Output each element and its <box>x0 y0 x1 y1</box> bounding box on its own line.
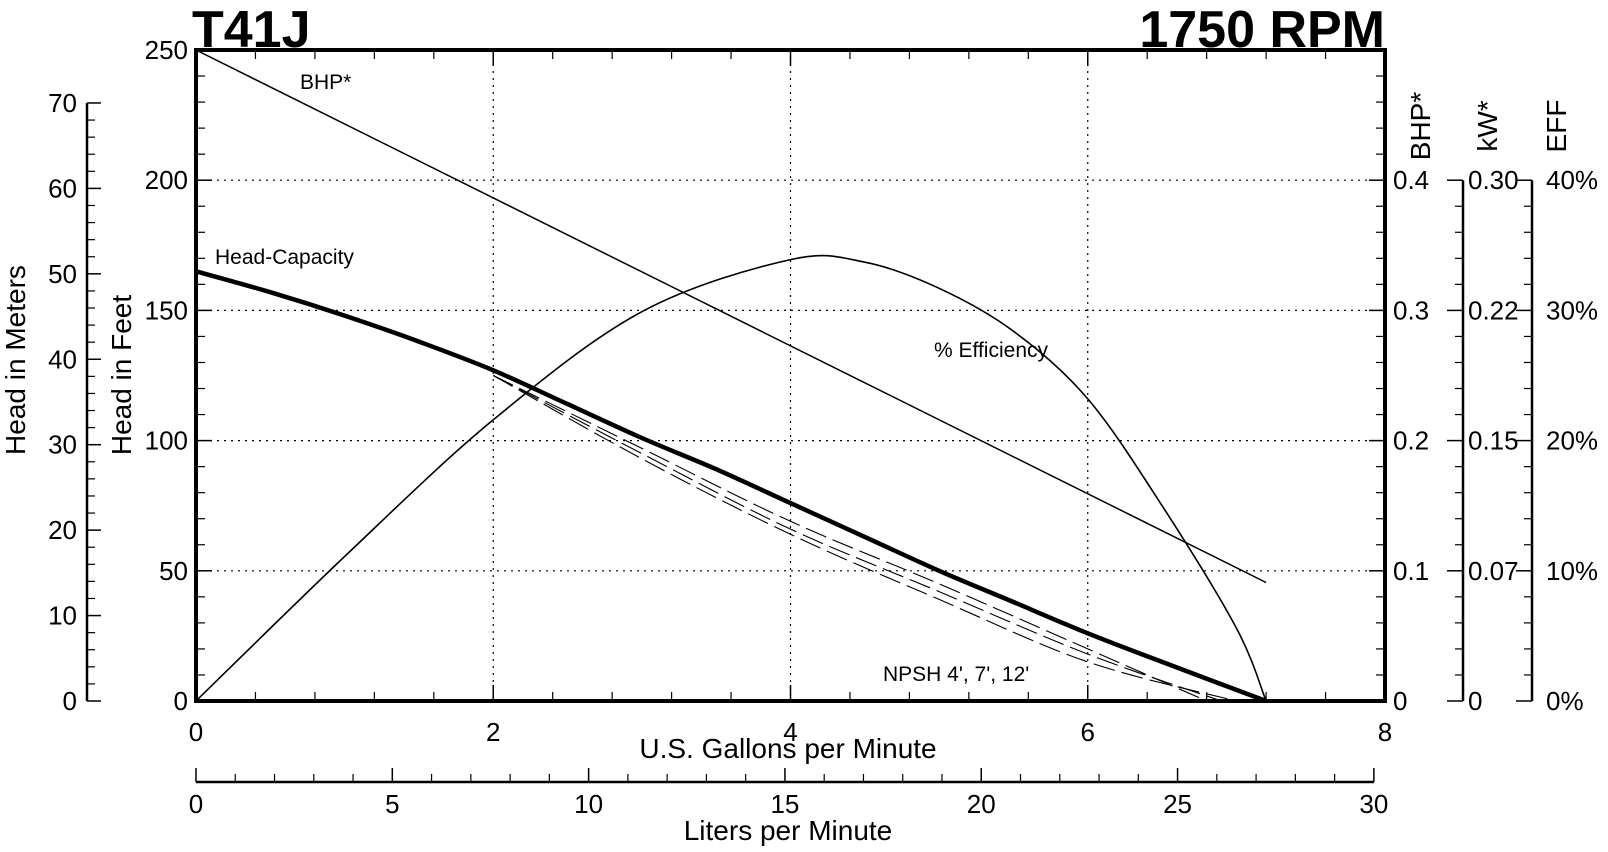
kw-axis-title: kW* <box>1472 100 1503 151</box>
y-tick-label: 100 <box>145 426 188 456</box>
y-tick-label: 0 <box>174 686 188 716</box>
eff-tick-label: 40% <box>1546 165 1598 195</box>
npsh-curve <box>493 375 1207 702</box>
lpm-axis-title: Liters per Minute <box>684 815 893 846</box>
lpm-tick-label: 10 <box>574 789 603 819</box>
x-tick-label: 4 <box>783 717 797 747</box>
head-capacity-curve-label: Head-Capacity <box>215 246 354 269</box>
bhp-curve-label: BHP* <box>300 71 351 94</box>
lpm-tick-label: 15 <box>770 789 799 819</box>
eff-tick-label: 0% <box>1546 686 1584 716</box>
lpm-tick-label: 5 <box>385 789 399 819</box>
y-tick-label: 50 <box>159 556 188 586</box>
meters-axis-title: Head in Meters <box>0 265 31 455</box>
bhp-tick-label: 0.4 <box>1393 165 1429 195</box>
bhp-tick-label: 0.1 <box>1393 556 1429 586</box>
meters-tick-label: 0 <box>63 686 77 716</box>
kw-tick-label: 0.07 <box>1468 556 1519 586</box>
y-tick-label: 250 <box>145 35 188 65</box>
bhp-axis-title: BHP* <box>1405 92 1436 161</box>
kw-tick-label: 0.30 <box>1468 165 1519 195</box>
lpm-tick-label: 25 <box>1163 789 1192 819</box>
x-axis-title: U.S. Gallons per Minute <box>639 733 936 764</box>
eff-tick-label: 30% <box>1546 295 1598 325</box>
meters-tick-label: 20 <box>48 515 77 545</box>
eff-tick-label: 20% <box>1546 426 1598 456</box>
head-capacity-curve <box>195 269 1267 704</box>
bhp-tick-label: 0 <box>1393 686 1407 716</box>
kw-tick-label: 0.15 <box>1468 426 1519 456</box>
y-axis-title: Head in Feet <box>106 295 137 456</box>
lpm-tick-label: 20 <box>967 789 996 819</box>
y-tick-label: 150 <box>145 295 188 325</box>
lpm-tick-label: 30 <box>1359 789 1388 819</box>
npsh-curve-label: NPSH 4', 7', 12' <box>883 663 1029 686</box>
npsh-curve <box>493 375 1237 702</box>
meters-tick-label: 30 <box>48 430 77 460</box>
bhp-curve <box>195 49 1267 584</box>
y-tick-label: 200 <box>145 165 188 195</box>
x-tick-label: 6 <box>1081 717 1095 747</box>
efficiency-curve-label: % Efficiency <box>934 339 1048 362</box>
bhp-tick-label: 0.3 <box>1393 295 1429 325</box>
lpm-tick-label: 0 <box>189 789 203 819</box>
bhp-tick-label: 0.2 <box>1393 426 1429 456</box>
meters-tick-label: 60 <box>48 173 77 203</box>
meters-tick-label: 10 <box>48 601 77 631</box>
plot-frame <box>194 48 1387 703</box>
x-tick-label: 8 <box>1378 717 1392 747</box>
curves <box>195 49 1267 704</box>
grid-lines <box>196 50 1385 701</box>
eff-tick-label: 10% <box>1546 556 1598 586</box>
npsh-curve <box>493 375 1222 702</box>
axis-ticks <box>85 49 1534 784</box>
efficiency-curve <box>195 254 1267 702</box>
chart-title: T41J <box>192 1 311 59</box>
x-tick-label: 0 <box>189 717 203 747</box>
meters-tick-label: 40 <box>48 344 77 374</box>
meters-tick-label: 50 <box>48 259 77 289</box>
meters-tick-label: 70 <box>48 88 77 118</box>
plot-frame-rect <box>194 48 1387 703</box>
x-tick-label: 2 <box>486 717 500 747</box>
chart-subtitle: 1750 RPM <box>1139 1 1385 59</box>
eff-axis-title: EFF <box>1541 100 1572 153</box>
kw-tick-label: 0.22 <box>1468 295 1519 325</box>
kw-tick-label: 0 <box>1468 686 1482 716</box>
